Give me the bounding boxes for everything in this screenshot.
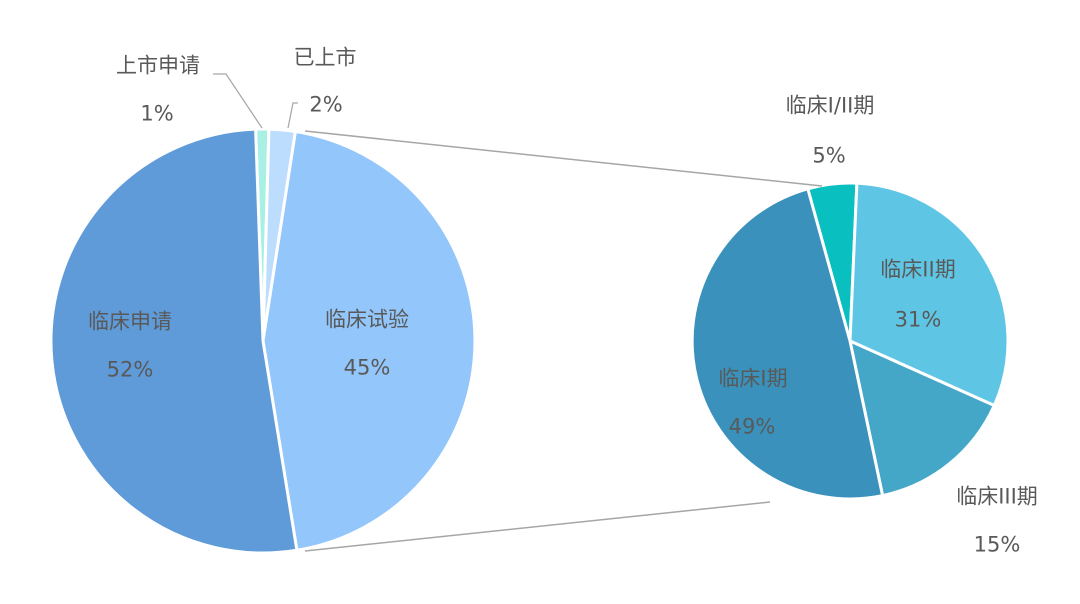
pie-slice xyxy=(690,187,885,501)
pct-linchuang-shiyan: 45% xyxy=(343,355,391,380)
pct-linchuang-2: 31% xyxy=(894,307,942,332)
pct-linchuang-shenqing: 52% xyxy=(106,357,154,382)
leader-line-shangshi-shenqing xyxy=(213,73,263,129)
right-pie xyxy=(690,181,1010,501)
pct-linchuang-3: 15% xyxy=(973,532,1021,557)
label-linchuang-2: 临床II期 xyxy=(880,257,956,282)
pie-slice xyxy=(848,181,1010,408)
label-linchuang-shenqing: 临床申请 xyxy=(88,309,172,334)
pct-shangshi-shenqing: 1% xyxy=(140,101,174,126)
pct-linchuang-1: 49% xyxy=(728,414,776,439)
connector-line-top xyxy=(304,130,823,187)
pct-linchuang-1-2: 5% xyxy=(812,143,846,168)
pct-yishangshi: 2% xyxy=(309,92,343,117)
pie-slice xyxy=(848,339,996,498)
label-linchuang-3: 临床III期 xyxy=(956,484,1038,509)
label-yishangshi: 已上市 xyxy=(293,45,357,70)
label-linchuang-shiyan: 临床试验 xyxy=(325,307,409,332)
label-shangshi-shenqing: 上市申请 xyxy=(116,53,200,78)
leader-line-yishangshi xyxy=(287,102,298,129)
label-linchuang-1-2: 临床I/II期 xyxy=(785,93,875,118)
pie-slice xyxy=(49,127,299,555)
connector-line-bottom xyxy=(304,501,771,552)
pie-slice xyxy=(261,130,477,552)
left-pie xyxy=(49,127,477,555)
label-linchuang-1: 临床I期 xyxy=(718,366,788,391)
